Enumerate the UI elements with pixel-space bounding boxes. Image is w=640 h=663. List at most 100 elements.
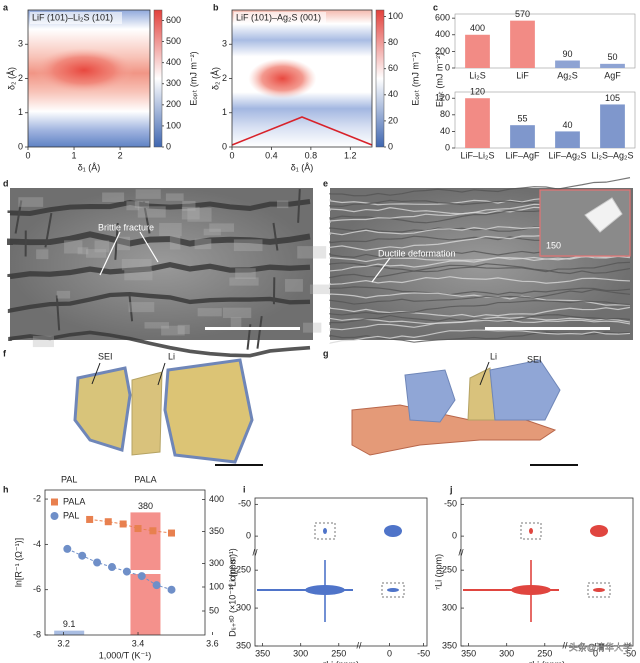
x-tick-label: 0 bbox=[229, 150, 234, 160]
value-label: 50 bbox=[607, 52, 617, 62]
panel-letter: i bbox=[243, 484, 246, 494]
bar bbox=[465, 34, 490, 68]
x-tick-label: 3.4 bbox=[132, 638, 145, 648]
y-tick-label: 2 bbox=[222, 73, 227, 83]
plot-frame bbox=[454, 91, 636, 149]
y-tick-label: 3 bbox=[222, 39, 227, 49]
value-label: 40 bbox=[562, 120, 572, 130]
bar bbox=[465, 98, 490, 148]
grain bbox=[32, 335, 54, 348]
y-tick-label: 350 bbox=[236, 640, 251, 650]
ridge bbox=[329, 253, 631, 272]
crack bbox=[7, 261, 311, 280]
x-tick-label: AgF bbox=[604, 70, 621, 80]
grain bbox=[77, 247, 89, 255]
arrow bbox=[99, 231, 121, 276]
arrow bbox=[139, 231, 159, 263]
y-tick-label: -6 bbox=[33, 584, 41, 594]
grain bbox=[56, 290, 71, 299]
y2-axis-label: Dₗᵢ₊ˢᴰ (×10⁻¹⁰ cm² s⁻¹) bbox=[227, 548, 237, 637]
grain bbox=[36, 249, 49, 260]
panel-letter: h bbox=[3, 484, 9, 494]
grain bbox=[124, 270, 153, 281]
ridge bbox=[329, 314, 631, 325]
panel-letter: c bbox=[433, 2, 438, 12]
inset bbox=[539, 189, 631, 257]
ridge bbox=[329, 300, 631, 316]
dashed-box bbox=[381, 582, 405, 598]
colorbar-tick-label: 300 bbox=[166, 78, 181, 88]
panel-letter: a bbox=[3, 2, 9, 12]
value-label: 400 bbox=[470, 23, 485, 33]
x-tick-label: 1 bbox=[72, 150, 77, 160]
frame bbox=[460, 497, 634, 647]
marker bbox=[152, 581, 161, 590]
crack bbox=[14, 200, 23, 234]
crack bbox=[8, 330, 311, 358]
y2-tick-label: 50 bbox=[209, 605, 219, 615]
grain bbox=[144, 322, 169, 329]
inset-cone bbox=[584, 197, 623, 233]
grain bbox=[181, 206, 200, 220]
value-label: 55 bbox=[517, 114, 527, 124]
y-tick-label: 0 bbox=[445, 62, 450, 72]
y-tick-label: 1 bbox=[18, 107, 23, 117]
crack bbox=[44, 212, 53, 248]
bar-label: PAL bbox=[61, 474, 77, 484]
colorbar-tick-label: 60 bbox=[388, 63, 398, 73]
title-bg bbox=[234, 12, 326, 24]
frame bbox=[254, 497, 428, 647]
annotation: Brittle fracture bbox=[98, 222, 154, 232]
marker bbox=[134, 525, 142, 533]
colorbar-tick-label: 100 bbox=[166, 120, 181, 130]
scale-bar bbox=[205, 327, 300, 330]
x-tick-label: Li₂S–Ag₂S bbox=[591, 150, 633, 160]
crack bbox=[114, 222, 119, 260]
series-line bbox=[67, 548, 172, 591]
y-tick-label: 400 bbox=[435, 29, 450, 39]
y-axis-label: ⁷Li (ppm) bbox=[227, 554, 237, 590]
grain bbox=[222, 307, 252, 319]
colorbar-tick-label: 600 bbox=[166, 15, 181, 25]
grain bbox=[233, 239, 263, 252]
grain bbox=[297, 246, 327, 259]
x-tick-label: 3.2 bbox=[57, 638, 70, 648]
y-tick-label: 300 bbox=[442, 602, 457, 612]
x-axis-label: ⁷Li (ppm) bbox=[323, 659, 359, 663]
marker bbox=[149, 527, 157, 535]
colorbar bbox=[153, 9, 163, 148]
grain bbox=[230, 317, 242, 328]
grain bbox=[276, 200, 289, 209]
y-axis-label: ln[R⁻¹ (Ω⁻¹)] bbox=[13, 538, 23, 587]
plot-frame bbox=[454, 13, 636, 69]
grain bbox=[161, 325, 185, 336]
leader bbox=[91, 362, 101, 385]
y2-tick-label: 300 bbox=[209, 558, 224, 568]
grain bbox=[229, 277, 259, 286]
heat-spot bbox=[34, 48, 134, 93]
render-label: SEI bbox=[98, 351, 113, 361]
colorbar-tick-label: 500 bbox=[166, 36, 181, 46]
scale-bar bbox=[485, 327, 610, 330]
ridge bbox=[329, 329, 631, 344]
x-tick-label: -50 bbox=[623, 648, 636, 658]
x-tick-label: LiF–Ag₂S bbox=[548, 150, 586, 160]
legend-marker bbox=[51, 498, 58, 506]
x-tick-label: LiF–AgF bbox=[505, 150, 540, 160]
ridge bbox=[329, 276, 631, 285]
panel-letter: f bbox=[3, 348, 7, 358]
value-label: 90 bbox=[562, 49, 572, 59]
value-label: 380 bbox=[138, 501, 153, 511]
y2-tick-label: 400 bbox=[209, 494, 224, 504]
dashed-box bbox=[587, 582, 611, 598]
crack bbox=[55, 295, 61, 331]
x-tick-label: 3.6 bbox=[206, 638, 219, 648]
marker bbox=[167, 585, 176, 594]
grain bbox=[134, 201, 150, 209]
grain bbox=[128, 302, 155, 313]
y-tick-label: 250 bbox=[442, 565, 457, 575]
colorbar-tick-label: 80 bbox=[388, 37, 398, 47]
x-tick-label: 2 bbox=[118, 150, 123, 160]
grain bbox=[187, 208, 212, 222]
x-tick-label: 250 bbox=[537, 648, 552, 658]
